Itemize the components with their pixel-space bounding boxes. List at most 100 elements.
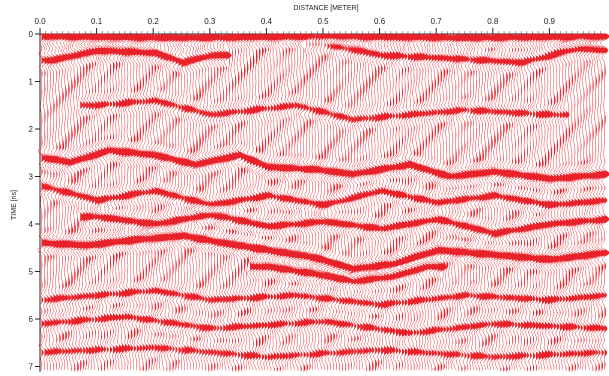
trace-wiggle — [547, 33, 557, 370]
trace-wiggle — [543, 33, 556, 370]
trace-fill — [592, 34, 600, 372]
trace-fill — [407, 34, 417, 372]
trace-wiggle — [46, 33, 57, 370]
trace-fill — [598, 34, 605, 372]
trace-wiggle — [154, 33, 169, 370]
trace-wiggle — [387, 33, 399, 370]
trace-fill — [65, 34, 73, 372]
trace-wiggle — [256, 33, 270, 370]
trace-wiggle — [493, 33, 505, 370]
trace-fill — [261, 34, 269, 372]
trace-fill — [443, 34, 451, 372]
trace-wiggle — [254, 33, 267, 370]
trace-wiggle — [147, 33, 164, 370]
trace-fill — [604, 34, 609, 372]
trace-wiggle — [104, 33, 117, 370]
trace-wiggle — [269, 33, 281, 370]
trace-wiggle — [75, 33, 87, 370]
trace-fill — [360, 34, 366, 372]
trace-wiggle — [555, 33, 567, 370]
trace-wiggle — [487, 33, 498, 370]
trace-fill — [98, 34, 105, 372]
trace-fill — [574, 34, 581, 372]
trace-fill — [95, 34, 103, 372]
x-tick-label: 0.6 — [374, 17, 386, 26]
trace-wiggle — [553, 33, 563, 370]
trace-wiggle — [37, 33, 48, 370]
trace-fill — [357, 34, 364, 372]
trace-wiggle — [39, 33, 52, 370]
trace-fill — [202, 34, 210, 372]
trace-wiggle — [61, 33, 73, 370]
x-tick-label: 0.3 — [204, 17, 216, 26]
trace-wiggle — [48, 33, 61, 370]
trace-fill — [535, 34, 544, 372]
trace-fill — [521, 34, 528, 372]
trace-wiggle — [173, 33, 186, 370]
trace-wiggle — [393, 33, 407, 370]
trace-fill — [580, 34, 587, 372]
trace-wiggle — [109, 33, 124, 370]
trace-wiggle — [329, 33, 345, 370]
trace-wiggle — [272, 33, 284, 370]
trace-wiggle — [419, 33, 433, 370]
trace-wiggle — [401, 33, 417, 370]
trace-wiggle — [55, 33, 67, 370]
trace-fill — [372, 34, 380, 372]
trace-fill — [255, 34, 265, 372]
trace-wiggle — [251, 33, 266, 370]
trace-wiggle — [345, 33, 358, 370]
trace-wiggle — [308, 33, 320, 370]
trace-wiggle — [562, 33, 577, 370]
trace-fill — [252, 34, 261, 372]
trace-fill — [393, 34, 399, 372]
trace-wiggle — [575, 33, 587, 370]
trace-wiggle — [302, 33, 313, 370]
trace-wiggle — [121, 33, 137, 370]
trace-wiggle — [170, 33, 183, 370]
trace-fill — [86, 34, 94, 372]
x-tick-label: 0.9 — [544, 17, 556, 26]
trace-wiggle — [209, 33, 221, 370]
trace-fill — [530, 34, 536, 372]
trace-fill — [491, 34, 498, 372]
trace-wiggle — [600, 33, 609, 370]
trace-fill — [440, 34, 448, 372]
trace-wiggle — [201, 33, 212, 370]
trace-wiggle — [262, 33, 275, 370]
y-tick-label: 4 — [29, 220, 34, 229]
trace-wiggle — [504, 33, 517, 370]
trace-wiggle — [410, 33, 424, 370]
trace-wiggle — [137, 33, 150, 370]
trace-fill — [303, 34, 311, 372]
trace-wiggle — [484, 33, 495, 370]
trace-wiggle — [395, 33, 410, 370]
trace-wiggle — [177, 33, 189, 370]
trace-wiggle — [64, 33, 76, 370]
trace-fill — [244, 34, 251, 372]
trace-fill — [342, 34, 349, 372]
trace-fill — [193, 34, 200, 372]
trace-wiggle — [474, 33, 489, 370]
trace-wiggle — [549, 33, 561, 370]
trace-wiggle — [197, 33, 210, 370]
trace-wiggle — [477, 33, 491, 370]
trace-wiggle — [151, 33, 166, 370]
trace-fill — [449, 34, 456, 372]
trace-wiggle — [216, 33, 228, 370]
trace-fill — [384, 34, 392, 372]
trace-fill — [559, 34, 567, 372]
trace-fill — [363, 34, 371, 372]
trace-wiggle — [312, 33, 327, 370]
trace-fill — [196, 34, 205, 372]
trace-wiggle — [354, 33, 367, 370]
trace-fill — [452, 34, 459, 372]
trace-wiggle — [538, 33, 550, 370]
trace-wiggle — [97, 33, 113, 370]
trace-fill — [395, 34, 403, 372]
x-axis-title: DISTANCE [METER] — [293, 5, 358, 12]
trace-wiggle — [323, 33, 339, 370]
trace-fill — [208, 34, 215, 372]
trace-wiggle — [558, 33, 570, 370]
trace-wiggle — [528, 33, 540, 370]
